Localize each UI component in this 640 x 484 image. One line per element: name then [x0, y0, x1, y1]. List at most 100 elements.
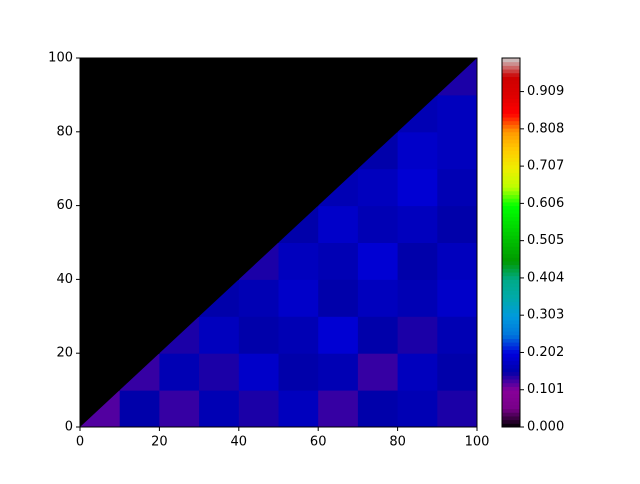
- colorbar-segment: [502, 242, 520, 247]
- contour-cell: [199, 353, 240, 391]
- contour-cell: [119, 94, 160, 133]
- contour-cell: [199, 94, 240, 133]
- contour-cell: [159, 94, 200, 133]
- contour-cell: [199, 131, 240, 170]
- colorbar-segment: [502, 150, 520, 155]
- contour-cell: [80, 131, 121, 170]
- colorbar-segment: [502, 264, 520, 269]
- colorbar-segment: [502, 338, 520, 343]
- colorbar-segment: [502, 301, 520, 306]
- colorbar-segment: [502, 390, 520, 395]
- contour-cell: [80, 94, 121, 133]
- contour-cell: [159, 205, 200, 243]
- contour-cell: [199, 58, 240, 96]
- contour-cell: [199, 316, 240, 354]
- colorbar-segment: [502, 412, 520, 417]
- colorbar-segment: [502, 69, 520, 74]
- colorbar-segment: [502, 128, 520, 133]
- y-tick-label: 100: [48, 51, 73, 66]
- colorbar-frame: [501, 57, 521, 428]
- contour-cell: [278, 279, 319, 317]
- contour-cell: [397, 242, 438, 280]
- contour-cell: [357, 168, 399, 207]
- contour-cell: [278, 242, 319, 280]
- contour-cell: [80, 58, 121, 96]
- contour-cell: [357, 242, 399, 280]
- colorbar-segment: [502, 194, 520, 199]
- colorbar-segment: [502, 279, 520, 284]
- colorbar-segment: [502, 153, 520, 159]
- colorbar-segment: [502, 419, 520, 424]
- y-tick-label: 80: [56, 124, 73, 139]
- colorbar-segment: [502, 272, 520, 277]
- contour-cell: [238, 205, 279, 243]
- contour-field: [80, 58, 477, 427]
- contour-cell: [80, 316, 121, 354]
- colorbar-segment: [502, 249, 520, 255]
- colorbar-segment: [502, 246, 520, 251]
- y-tick-label: 0: [65, 420, 73, 435]
- colorbar-segment: [502, 260, 520, 266]
- contour-cell: [437, 279, 477, 317]
- colorbar-segment: [502, 268, 520, 273]
- contour-cell: [437, 353, 477, 391]
- colorbar-segment: [502, 183, 520, 188]
- colorbar-segment: [502, 404, 520, 410]
- colorbar-segment: [502, 91, 520, 96]
- contour-cell: [80, 168, 121, 207]
- contour-cell: [119, 390, 160, 427]
- colorbar-segment: [502, 316, 520, 321]
- colorbar-segment: [502, 157, 520, 162]
- contour-cell: [397, 316, 438, 354]
- x-tick-label: 80: [389, 435, 406, 450]
- contour-cell: [80, 279, 121, 317]
- colorbar-segment: [502, 76, 520, 81]
- contour-cell: [357, 279, 399, 317]
- contour-cell: [278, 131, 319, 170]
- contour-cell: [119, 242, 160, 280]
- colorbar-segment: [502, 342, 520, 347]
- colorbar-segment: [502, 375, 520, 380]
- contour-cell: [397, 131, 438, 170]
- contour-cell: [437, 168, 477, 207]
- colorbar-segment: [502, 161, 520, 166]
- colorbar-segment: [502, 172, 520, 177]
- contour-cell: [80, 205, 121, 243]
- contour-cell: [318, 242, 359, 280]
- colorbar-segment: [502, 386, 520, 391]
- colorbar-segment: [502, 102, 520, 107]
- colorbar-segment: [502, 83, 520, 89]
- colorbar-segment: [502, 415, 520, 421]
- colorbar-segment: [502, 349, 520, 354]
- colorbar-segment: [502, 294, 520, 299]
- contour-cell: [437, 316, 477, 354]
- contour-cell: [159, 242, 200, 280]
- colorbar-segment: [502, 113, 520, 118]
- colorbar-segment: [502, 105, 520, 111]
- contour-cell: [119, 58, 160, 96]
- colorbar-tick-label: 0.101: [527, 382, 564, 397]
- contour-cell: [159, 58, 200, 96]
- contour-cell: [397, 353, 438, 391]
- contour-cell: [437, 131, 477, 170]
- contour-cell: [238, 58, 279, 96]
- contour-cell: [397, 279, 438, 317]
- colorbar-segment: [502, 257, 520, 262]
- x-tick-label: 40: [231, 435, 248, 450]
- colorbar-segment: [502, 142, 520, 148]
- contour-cell: [119, 131, 160, 170]
- colorbar-segment: [502, 323, 520, 328]
- colorbar-segment: [502, 253, 520, 258]
- colorbar-segment: [502, 345, 520, 351]
- colorbar-segment: [502, 423, 520, 428]
- colorbar-segment: [502, 109, 520, 114]
- colorbar-segment: [502, 187, 520, 192]
- colorbar-segment: [502, 379, 520, 384]
- contour-cell: [357, 316, 399, 354]
- contour-cell: [159, 353, 200, 391]
- colorbar-segment: [502, 205, 520, 210]
- contour-cell: [357, 205, 399, 243]
- contour-cell: [278, 94, 319, 133]
- contour-cell: [238, 94, 279, 133]
